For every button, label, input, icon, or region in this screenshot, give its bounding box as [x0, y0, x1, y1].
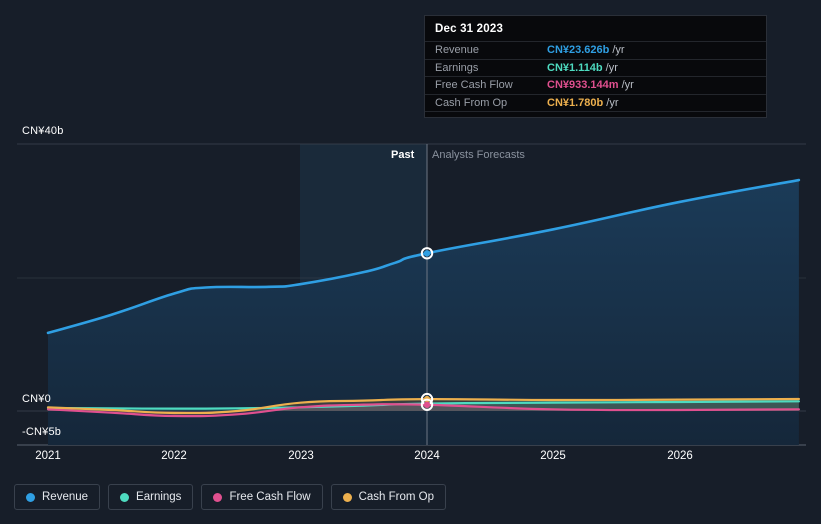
y-axis-label-top: CN¥40b: [22, 125, 64, 137]
legend-label-earnings: Earnings: [136, 491, 182, 503]
tooltip-row-free-cash-flow: Free Cash Flow CN¥933.144m /yr: [425, 76, 766, 94]
tooltip-row-revenue: Revenue CN¥23.626b /yr: [425, 41, 766, 59]
tooltip-label-revenue: Revenue: [435, 44, 480, 57]
analysts-forecasts-label: Analysts Forecasts: [432, 149, 525, 161]
tooltip-value-earnings: CN¥1.114b: [547, 61, 603, 74]
legend-label-free-cash-flow: Free Cash Flow: [229, 491, 311, 503]
x-axis-label-2022: 2022: [161, 450, 187, 462]
chart-canvas: [17, 143, 806, 446]
legend-label-cash-from-op: Cash From Op: [358, 491, 435, 503]
legend-item-revenue[interactable]: Revenue: [14, 484, 101, 510]
legend-item-cash-from-op[interactable]: Cash From Op: [330, 484, 447, 510]
tooltip-row-cash-from-op: Cash From Op CN¥1.780b /yr: [425, 93, 766, 112]
tooltip-date: Dec 31 2023: [435, 23, 504, 35]
legend-item-free-cash-flow[interactable]: Free Cash Flow: [201, 484, 323, 510]
past-label: Past: [391, 149, 415, 161]
legend-dot-revenue-icon: [26, 492, 35, 502]
legend-dot-cash-from-op-icon: [342, 492, 352, 502]
tooltip-value-revenue: CN¥23.626b: [547, 44, 610, 57]
legend-dot-earnings-icon: [120, 492, 130, 502]
x-axis-label-2025: 2025: [540, 450, 566, 462]
tooltip-footer-rule: [425, 111, 766, 115]
y-axis-label-zero: CN¥0: [22, 393, 51, 405]
tooltip-unit-free-cash-flow: /yr: [621, 79, 634, 92]
x-axis-label-2023: 2023: [288, 450, 314, 462]
legend-item-earnings[interactable]: Earnings: [108, 484, 194, 510]
tooltip-unit-revenue: /yr: [612, 44, 625, 57]
tooltip-unit-cash-from-op: /yr: [606, 96, 619, 109]
tooltip-value-cash-from-op: CN¥1.780b: [547, 96, 604, 109]
y-axis-label-bottom: -CN¥5b: [22, 426, 62, 438]
tooltip-label-cash-from-op: Cash From Op: [435, 96, 508, 109]
tooltip-value-free-cash-flow: CN¥933.144m: [547, 79, 619, 92]
tooltip-label-free-cash-flow: Free Cash Flow: [435, 79, 513, 92]
x-axis-label-2024: 2024: [414, 450, 440, 462]
tooltip: Dec 31 2023 Revenue CN¥23.626b /yr Earni…: [424, 15, 767, 118]
tooltip-unit-earnings: /yr: [605, 61, 618, 74]
legend-dot-free-cash-flow-icon: [213, 492, 223, 502]
tooltip-label-earnings: Earnings: [435, 61, 479, 74]
legend-label-revenue: Revenue: [42, 491, 89, 503]
tooltip-row-earnings: Earnings CN¥1.114b /yr: [425, 58, 766, 77]
legend: Revenue Earnings Free Cash Flow Cash Fro…: [14, 484, 447, 510]
x-axis-label-2026: 2026: [667, 450, 693, 462]
plot-area: [17, 143, 806, 446]
x-axis-label-2021: 2021: [35, 450, 61, 462]
